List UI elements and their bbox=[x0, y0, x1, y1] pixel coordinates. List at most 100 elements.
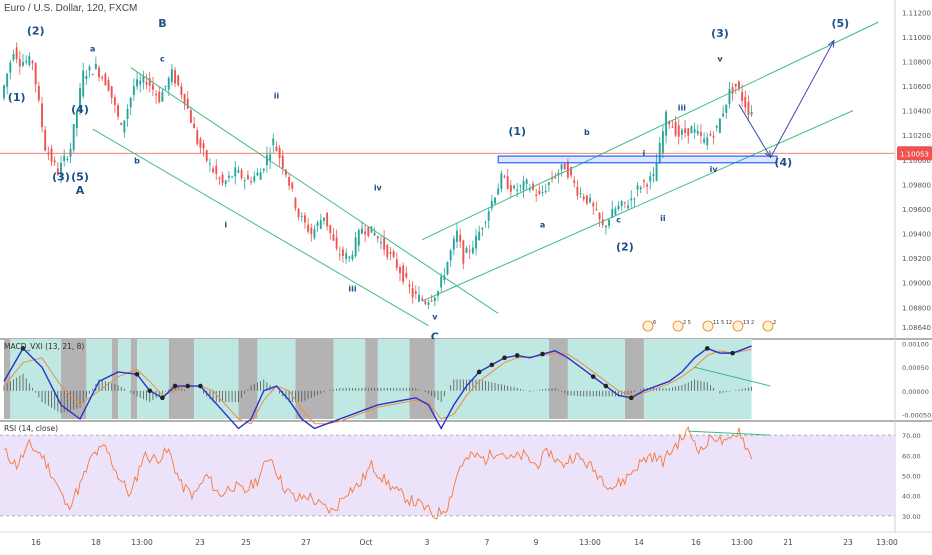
candle-body bbox=[655, 162, 658, 182]
candle-body bbox=[500, 173, 503, 189]
candle-body bbox=[284, 169, 287, 175]
macd-bg-teal bbox=[137, 339, 169, 419]
wave-label: iv bbox=[374, 184, 383, 193]
wave-label: (2) bbox=[27, 24, 45, 37]
wave-label: b bbox=[584, 128, 590, 137]
candle-body bbox=[361, 228, 363, 234]
candle-body bbox=[478, 231, 481, 240]
time-tick-label: 18 bbox=[91, 538, 101, 547]
macd-bg-gray bbox=[409, 339, 435, 419]
candle-body bbox=[475, 235, 477, 249]
candle-body bbox=[275, 146, 278, 152]
macd-crossover-dot bbox=[172, 383, 178, 389]
macd-crossover-dot bbox=[476, 369, 482, 375]
candle-body bbox=[139, 80, 142, 85]
candle-body bbox=[183, 94, 186, 104]
candle-body bbox=[490, 201, 493, 209]
candle-body bbox=[728, 88, 731, 104]
candle-body bbox=[3, 85, 5, 99]
candle-body bbox=[405, 272, 408, 278]
macd-crossover-dot bbox=[603, 383, 609, 389]
candle-body bbox=[630, 198, 633, 201]
macd-crossover-dot bbox=[489, 362, 495, 368]
candle-body bbox=[503, 176, 506, 178]
candle-body bbox=[167, 78, 170, 90]
macd-crossover-dot bbox=[198, 383, 203, 389]
time-tick-label: 25 bbox=[241, 538, 251, 547]
price-tick-label: 1.09400 bbox=[902, 231, 931, 239]
candle-body bbox=[703, 138, 706, 143]
candle-body bbox=[107, 80, 110, 91]
candle-body bbox=[82, 70, 85, 97]
candle-body bbox=[120, 122, 123, 125]
candle-body bbox=[471, 247, 474, 254]
candle-body bbox=[595, 209, 598, 211]
candle-body bbox=[617, 205, 620, 210]
candle-body bbox=[395, 259, 398, 269]
candle-body bbox=[69, 148, 72, 157]
price-tick-label: 1.10400 bbox=[902, 108, 931, 116]
candle-body bbox=[345, 253, 348, 259]
candle-body bbox=[709, 133, 712, 136]
candle-body bbox=[509, 185, 512, 192]
candle-body bbox=[598, 212, 601, 220]
candle-body bbox=[668, 121, 671, 125]
candle-body bbox=[652, 173, 655, 176]
candle-body bbox=[351, 254, 354, 260]
candle-body bbox=[494, 197, 496, 204]
candle-body bbox=[399, 267, 401, 274]
candle-body bbox=[418, 294, 420, 302]
wave-label: v bbox=[432, 313, 438, 322]
candle-body bbox=[110, 86, 113, 98]
candle-body bbox=[414, 291, 417, 294]
wave-label: iii bbox=[348, 284, 356, 293]
candle-body bbox=[15, 47, 18, 60]
time-tick-label: 23 bbox=[195, 538, 205, 547]
candle-body bbox=[94, 63, 97, 69]
candle-body bbox=[234, 167, 237, 177]
candle-body bbox=[649, 176, 652, 182]
candle-body bbox=[722, 113, 725, 117]
candle-body bbox=[294, 198, 297, 209]
macd-bg-teal bbox=[10, 339, 62, 419]
down-channel-line bbox=[92, 128, 429, 327]
macd-bg-gray bbox=[238, 339, 258, 419]
candle-body bbox=[481, 228, 484, 230]
rsi-tick-label: 60.00 bbox=[902, 452, 921, 460]
candle-body bbox=[579, 193, 582, 195]
candle-body bbox=[237, 170, 240, 173]
wave-label: B bbox=[158, 17, 166, 30]
time-tick-label: 3 bbox=[425, 538, 430, 547]
candle-body bbox=[113, 97, 116, 105]
macd-bg-gray bbox=[624, 339, 644, 419]
macd-crossover-dot bbox=[628, 395, 634, 401]
candle-body bbox=[601, 219, 604, 225]
candle-body bbox=[205, 150, 208, 161]
candle-body bbox=[646, 184, 649, 187]
candle-body bbox=[278, 147, 281, 159]
macd-bg-teal bbox=[194, 339, 239, 419]
macd-bg-teal bbox=[333, 339, 366, 419]
price-tick-label: 1.10600 bbox=[902, 83, 931, 91]
candle-body bbox=[731, 87, 734, 94]
price-tick-label: 1.11200 bbox=[902, 9, 931, 17]
candle-body bbox=[677, 125, 680, 137]
macd-bg-gray bbox=[4, 339, 11, 419]
candle-body bbox=[392, 251, 395, 257]
candle-body bbox=[389, 251, 392, 254]
candle-body bbox=[53, 160, 56, 163]
wave-label: c bbox=[160, 54, 165, 63]
candle-body bbox=[560, 164, 563, 170]
candle-body bbox=[380, 242, 382, 244]
candles bbox=[3, 42, 753, 310]
macd-divergence-line bbox=[694, 366, 771, 387]
candle-body bbox=[741, 92, 744, 101]
candle-body bbox=[148, 78, 151, 86]
candle-body bbox=[376, 236, 379, 239]
wave-label: i bbox=[224, 220, 227, 229]
candle-body bbox=[642, 180, 645, 182]
candle-body bbox=[528, 189, 531, 191]
candle-body bbox=[725, 104, 728, 113]
time-tick-label: 16 bbox=[31, 538, 41, 547]
candle-body bbox=[427, 302, 430, 306]
